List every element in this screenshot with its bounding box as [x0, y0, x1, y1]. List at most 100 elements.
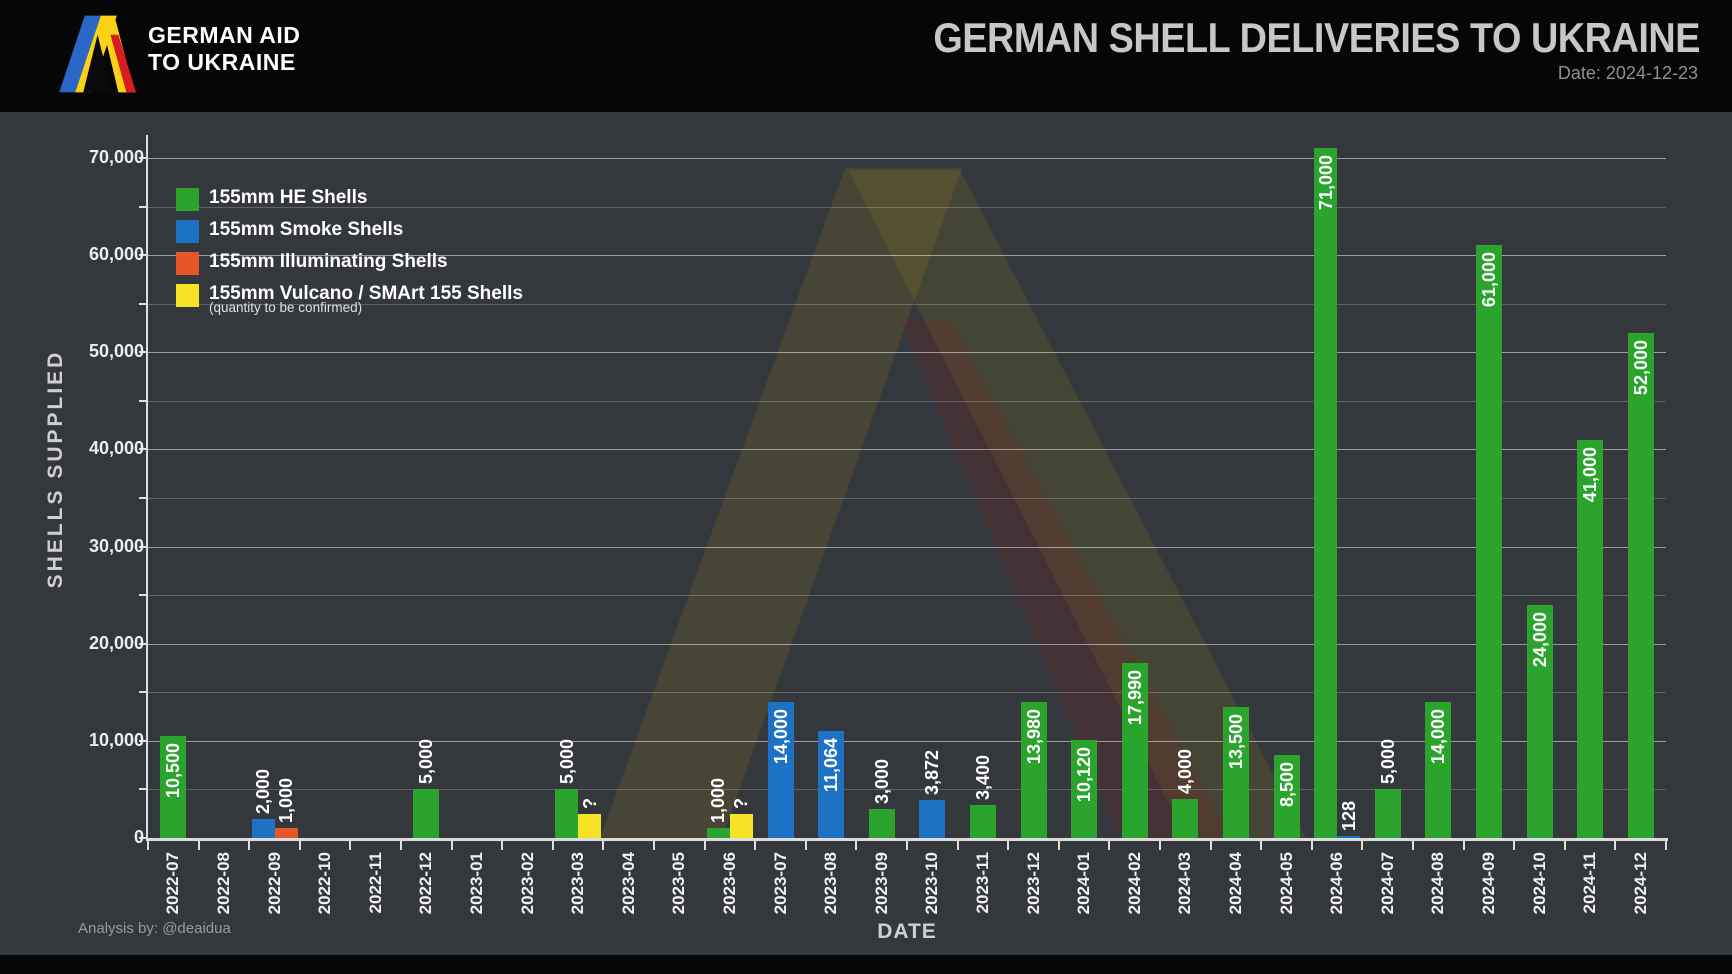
bar	[1273, 755, 1300, 838]
x-axis-tick	[1007, 841, 1010, 850]
x-tick-label: 2024-06	[1327, 852, 1347, 915]
y-axis-tick	[139, 837, 147, 839]
x-axis-tick	[1057, 841, 1060, 850]
x-axis-tick	[956, 841, 959, 850]
y-axis-tick	[139, 351, 147, 354]
bar-value-label: 3,872	[922, 749, 943, 795]
gridline	[148, 692, 1666, 694]
gridline	[148, 400, 1666, 402]
legend-note: (quantity to be confirmed)	[209, 300, 363, 315]
bar-value-label: 61,000	[1478, 252, 1499, 308]
y-axis-tick	[139, 594, 147, 597]
bar	[1071, 740, 1098, 838]
y-axis-tick	[139, 642, 147, 645]
bar	[706, 828, 730, 838]
x-axis-tick	[1310, 841, 1313, 850]
x-tick-label: 2024-04	[1225, 852, 1245, 915]
x-tick-label: 2024-11	[1580, 852, 1600, 914]
gridline	[148, 643, 1666, 645]
bar	[868, 809, 895, 838]
y-axis-tick	[139, 448, 147, 451]
legend-swatch-4	[176, 284, 199, 307]
x-axis-tick	[1462, 841, 1465, 850]
y-axis-tick	[139, 739, 147, 742]
legend-label-1: 155mm HE Shells	[209, 187, 368, 208]
x-tick-label: 2024-02	[1124, 852, 1144, 915]
gridline	[148, 303, 1666, 305]
y-axis-tick	[139, 205, 147, 208]
header-bar: GERMAN AID TO UKRAINE GERMAN SHELL DELIV…	[0, 0, 1732, 112]
y-axis-tick	[139, 497, 147, 499]
x-axis-tick	[1665, 841, 1667, 850]
x-tick-label: 2024-03	[1175, 852, 1195, 915]
bar	[1314, 148, 1338, 838]
footer-bar	[0, 955, 1732, 974]
bar-value-label: 3,400	[972, 754, 993, 800]
y-tick-label: 20,000	[88, 632, 144, 653]
bar-value-label: 10,120	[1074, 747, 1095, 803]
bar	[1172, 799, 1199, 838]
gridline	[148, 449, 1666, 451]
y-axis-tick	[139, 545, 147, 548]
gridline	[148, 255, 1666, 257]
x-axis-tick	[400, 841, 402, 850]
bar	[413, 789, 440, 838]
y-tick-label: 70,000	[88, 147, 144, 167]
bar-value-label: 8,500	[1276, 762, 1297, 808]
x-tick-label: 2023-04	[618, 852, 638, 915]
gridline	[148, 789, 1666, 791]
x-axis-tick	[147, 841, 149, 850]
bar-value-label: 13,980	[1023, 709, 1044, 765]
x-axis-tick	[602, 841, 605, 850]
bar-value-label: 1,000	[276, 777, 296, 823]
x-tick-label: 2024-01	[1074, 852, 1094, 915]
gridline	[148, 740, 1666, 742]
bar-value-label: 2,000	[253, 768, 273, 814]
x-axis-tick	[1563, 841, 1566, 850]
legend-label-3: 155mm Illuminating Shells	[209, 251, 448, 272]
x-tick-label: 2022-08	[213, 852, 233, 915]
y-tick-label: 0	[133, 827, 144, 847]
y-tick-label: 40,000	[88, 438, 144, 459]
x-tick-label: 2023-10	[922, 852, 942, 915]
bar-value-label: 3,000	[871, 758, 892, 804]
bar-value-label: 128	[1338, 800, 1359, 831]
logo-line1: GERMAN AID	[148, 22, 301, 48]
bar-value-label: 1,000	[708, 777, 729, 823]
y-axis-tick	[139, 399, 147, 402]
gridline	[148, 158, 1666, 159]
gridline	[148, 206, 1666, 208]
bar	[1526, 605, 1553, 838]
x-axis-line	[146, 838, 1668, 841]
x-axis-tick	[1412, 841, 1414, 850]
y-axis-tick	[139, 254, 147, 257]
bar-value-label: 14,000	[770, 709, 791, 765]
x-axis-tick	[906, 841, 908, 850]
bar-value-label: 17,990	[1124, 670, 1145, 726]
y-axis-title: SHELLS SUPPLIED	[44, 349, 67, 589]
report-date: Date: 2024-12-23	[1557, 63, 1698, 83]
bar	[1337, 836, 1361, 838]
bar	[919, 800, 946, 838]
x-axis-tick	[1614, 841, 1617, 850]
x-axis-tick	[653, 841, 655, 850]
x-axis-tick	[248, 841, 251, 850]
x-axis-tick	[804, 841, 807, 850]
x-tick-label: 2023-11	[972, 852, 992, 914]
legend-label-4: 155mm Vulcano / SMArt 155 Shells	[209, 283, 523, 304]
legend-swatch-1	[176, 188, 199, 211]
bar-value-label: 10,500	[163, 743, 184, 799]
x-tick-label: 2023-02	[517, 852, 537, 915]
y-axis-tick	[139, 691, 147, 694]
x-axis-tick	[1108, 841, 1111, 850]
y-axis-tick	[139, 788, 147, 791]
x-axis-tick	[1361, 841, 1364, 850]
bar-value-label: 13,500	[1225, 714, 1246, 770]
y-tick-label: 60,000	[88, 244, 144, 265]
legend-swatch-2	[176, 220, 199, 243]
x-axis-tick	[754, 841, 757, 850]
bar-value-label: 4,000	[1175, 748, 1196, 794]
legend-label-2: 155mm Smoke Shells	[209, 219, 404, 240]
bar	[1627, 333, 1654, 838]
